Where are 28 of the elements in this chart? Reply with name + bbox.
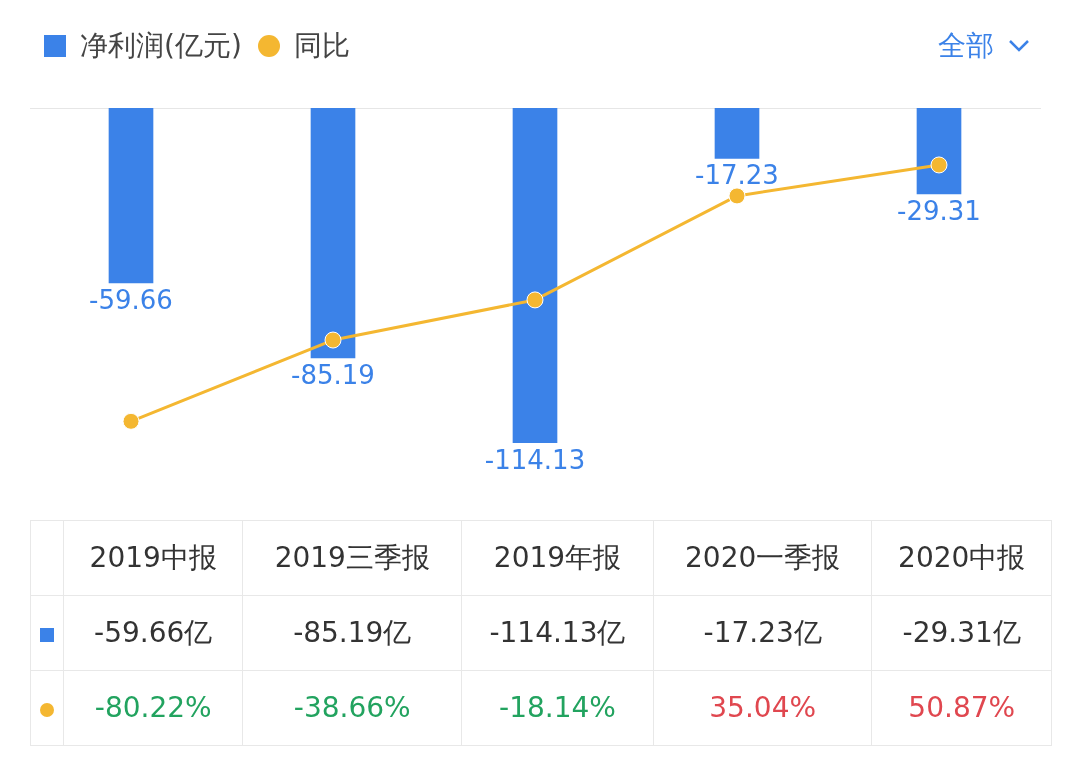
point (930, 156, 948, 174)
data-label: -17.23 (695, 160, 779, 191)
point (728, 187, 746, 205)
point (324, 331, 342, 349)
data-label: -85.19 (291, 359, 375, 390)
x-tick-label: 2019年报 (461, 520, 654, 596)
data-label: 50.87% (871, 670, 1052, 746)
data-label: -114.13 (484, 444, 586, 475)
data-label: -38.66% (242, 670, 462, 746)
text: -29.31亿 (871, 595, 1052, 671)
x-tick-label: 2020一季报 (653, 520, 872, 596)
text: -114.13亿 (461, 595, 654, 671)
legend-label: 同比 (293, 28, 350, 64)
data-label: -59.66 (89, 284, 173, 315)
x-tick-label: 2020中报 (871, 520, 1052, 596)
data-label: -18.14% (461, 670, 654, 746)
legend-label: 净利润(亿元) (80, 28, 242, 64)
data-label: -80.22% (63, 670, 243, 746)
text: -17.23亿 (653, 595, 872, 671)
data-label: 35.04% (653, 670, 872, 746)
text: -85.19亿 (242, 595, 462, 671)
text: -59.66亿 (63, 595, 243, 671)
data-label: -29.31 (897, 195, 981, 226)
point (122, 412, 140, 430)
point (526, 291, 544, 309)
text: 全部 (938, 28, 994, 64)
x-tick-label: 2019三季报 (242, 520, 462, 596)
x-tick-label: 2019中报 (63, 520, 243, 596)
